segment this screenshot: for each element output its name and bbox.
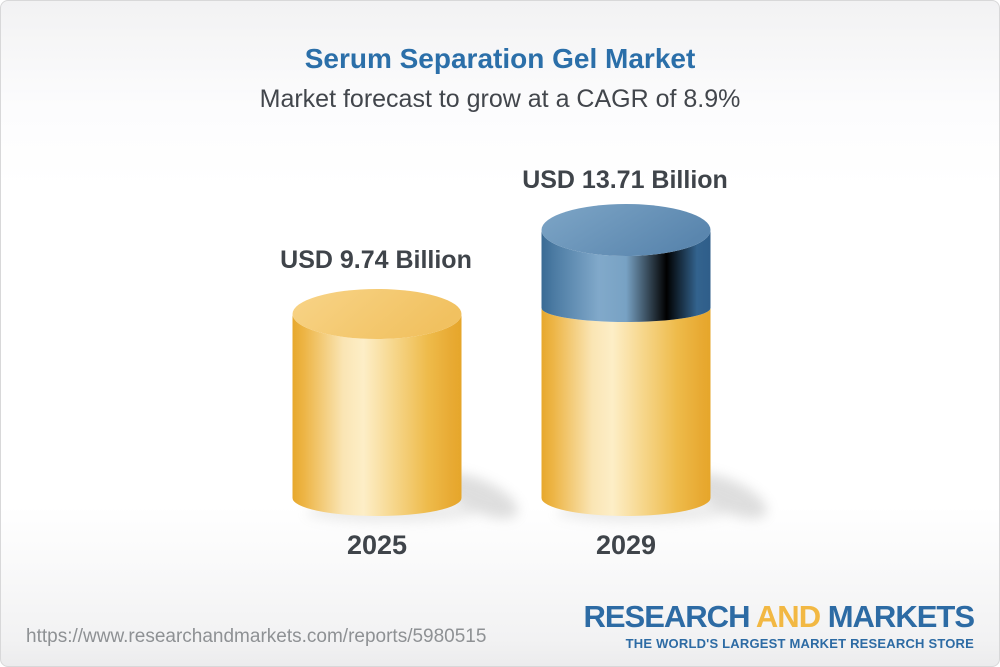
x-axis-label-2025: 2025	[346, 530, 408, 560]
x-axis-label-2029: 2029	[595, 530, 657, 560]
logo-word-markets: MARKETS	[827, 599, 975, 634]
page-subtitle: Market forecast to grow at a CAGR of 8.9…	[259, 85, 741, 113]
logo-wordmark: RESEARCH AND MARKETS	[583, 599, 975, 634]
bar-2029-base-segment	[541, 308, 711, 516]
report-url: https://www.researchandmarkets.com/repor…	[26, 626, 487, 647]
bar-value-label-2025: USD 9.74 Billion	[280, 246, 472, 274]
logo-word-and: AND	[755, 599, 821, 634]
bar-2025-cylinder	[292, 289, 462, 516]
bar-value-label-2029: USD 13.71 Billion	[522, 166, 728, 194]
page-title: Serum Separation Gel Market	[304, 43, 696, 74]
bar-2029-growth-segment	[541, 230, 711, 322]
logo-tagline: THE WORLD'S LARGEST MARKET RESEARCH STOR…	[625, 636, 974, 651]
logo-word-research: RESEARCH	[583, 599, 750, 634]
bar-2029-cylinder	[541, 204, 711, 516]
company-logo: RESEARCH AND MARKETS THE WORLD'S LARGEST…	[583, 599, 975, 651]
